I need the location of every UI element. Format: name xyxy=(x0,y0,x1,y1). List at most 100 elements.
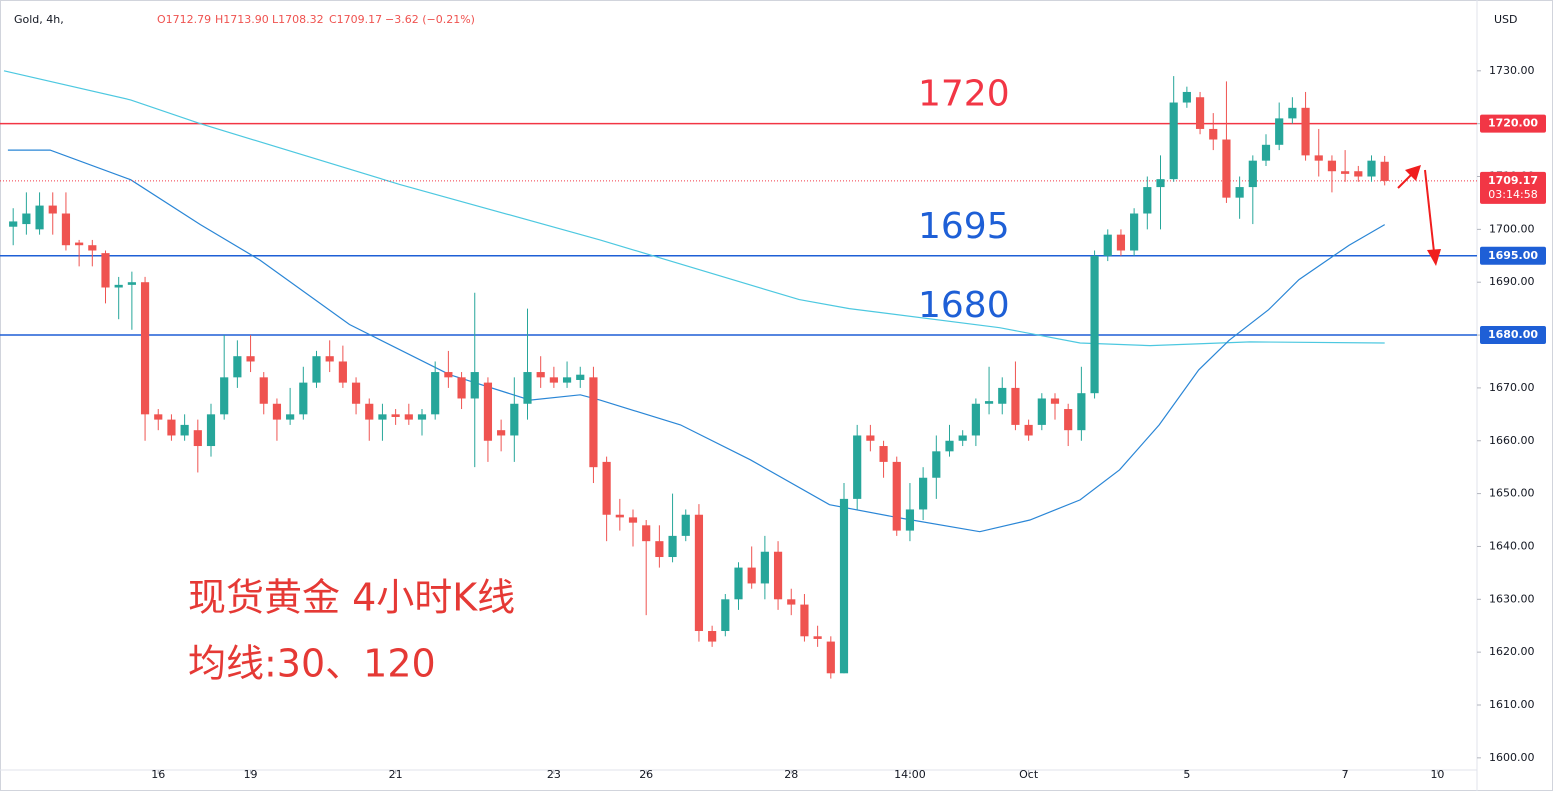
candle-body xyxy=(1050,398,1060,404)
candle-body xyxy=(892,461,901,531)
candle-body xyxy=(1195,97,1205,129)
candle-body xyxy=(1011,387,1020,425)
x-tick-label: 5 xyxy=(1183,768,1190,781)
candle-body xyxy=(114,284,123,288)
x-tick-label: 16 xyxy=(151,768,165,781)
candle-body xyxy=(497,430,506,436)
candle-body xyxy=(259,377,268,404)
candle-body xyxy=(721,599,730,632)
candle-body xyxy=(628,517,638,523)
x-tick-label: 26 xyxy=(639,768,653,781)
symbol: Gold, 4h, xyxy=(14,13,64,26)
candle-body xyxy=(1275,118,1284,145)
candle-body xyxy=(1103,234,1112,256)
note: 均线:30、120 xyxy=(188,642,436,686)
ohlc-close: C1709.17 xyxy=(329,13,382,26)
candle-body xyxy=(1288,107,1297,119)
candle-body xyxy=(127,282,136,285)
level-badge-label: 1720.00 xyxy=(1488,117,1538,130)
candle-body xyxy=(351,382,361,404)
candle-body xyxy=(206,414,216,447)
level-badge-label: 1695.00 xyxy=(1488,249,1538,262)
candle-body xyxy=(905,509,915,531)
candle-body xyxy=(615,514,624,518)
candle-body xyxy=(470,372,479,399)
ohlc-high: H1713.90 xyxy=(215,13,269,26)
level-badge xyxy=(1480,114,1546,133)
candle-body xyxy=(431,372,440,415)
candle-body xyxy=(879,446,888,462)
candle-body xyxy=(61,213,71,246)
x-tick-label: 10 xyxy=(1430,768,1444,781)
y-tick-label: 1620.00 xyxy=(1489,645,1535,658)
candle-body xyxy=(391,414,400,417)
candle-body xyxy=(984,401,994,404)
candle-body xyxy=(1209,128,1218,140)
candle-body xyxy=(338,361,347,383)
candle-body xyxy=(1182,91,1191,103)
candle-body xyxy=(787,599,796,605)
candle-body xyxy=(1261,144,1271,161)
level-annotation: 1680 xyxy=(918,285,1010,326)
last-price-label: 1709.17 xyxy=(1488,174,1538,187)
candle-body xyxy=(681,514,690,536)
arrows xyxy=(1397,165,1441,266)
candle-body xyxy=(457,377,466,399)
candle-body xyxy=(826,641,835,674)
candle-body xyxy=(9,221,18,227)
candle-body xyxy=(1156,179,1165,188)
candle-body xyxy=(1314,155,1323,161)
candle-body xyxy=(1116,234,1126,251)
candle-body xyxy=(22,213,31,225)
candle-body xyxy=(88,245,97,251)
y-tick-label: 1640.00 xyxy=(1489,539,1535,552)
x-tick-label: 19 xyxy=(244,768,258,781)
candle-body xyxy=(813,636,822,639)
candle-body xyxy=(154,414,163,420)
candle-body xyxy=(325,356,334,362)
candle-body xyxy=(971,403,980,436)
moving-average xyxy=(3,70,1385,347)
y-tick-label: 1690.00 xyxy=(1489,275,1535,288)
candle-body xyxy=(562,377,572,383)
candle-body xyxy=(800,604,809,637)
candle-body xyxy=(1235,187,1244,198)
x-tick-label: 7 xyxy=(1342,768,1349,781)
candle-body xyxy=(220,377,229,415)
level-badge xyxy=(1480,326,1546,345)
candle-body xyxy=(365,403,374,420)
candle-body xyxy=(1354,171,1363,177)
candle-body xyxy=(233,356,242,378)
candle-body xyxy=(747,567,756,584)
candle-body xyxy=(602,461,611,515)
candle-body xyxy=(417,414,427,420)
candle-body xyxy=(945,440,954,452)
y-tick-label: 1700.00 xyxy=(1489,222,1535,235)
candle-body xyxy=(958,435,967,441)
candle-body xyxy=(1169,102,1178,180)
candle-body xyxy=(101,253,110,288)
candle-body xyxy=(1367,160,1376,177)
candle-body xyxy=(694,514,704,632)
candle-body xyxy=(839,498,849,674)
candle-body xyxy=(760,551,769,584)
candle-body xyxy=(510,403,519,436)
candle-body xyxy=(1037,398,1046,425)
candle-body xyxy=(919,477,928,510)
candle-body xyxy=(1301,107,1310,156)
candle-body xyxy=(708,631,717,642)
y-tick-label: 1670.00 xyxy=(1489,381,1535,394)
y-tick-label: 1600.00 xyxy=(1489,751,1535,764)
currency: USD xyxy=(1494,13,1518,26)
y-tick-label: 1630.00 xyxy=(1489,592,1535,605)
candle-body xyxy=(773,551,783,600)
arrow-head xyxy=(1427,249,1441,266)
candle-body xyxy=(312,356,321,383)
candle-body xyxy=(932,451,941,478)
candle-body xyxy=(75,242,84,246)
ohlc-open: O1712.79 xyxy=(157,13,211,26)
moving-average xyxy=(7,149,1386,533)
candle-body xyxy=(1341,171,1350,174)
